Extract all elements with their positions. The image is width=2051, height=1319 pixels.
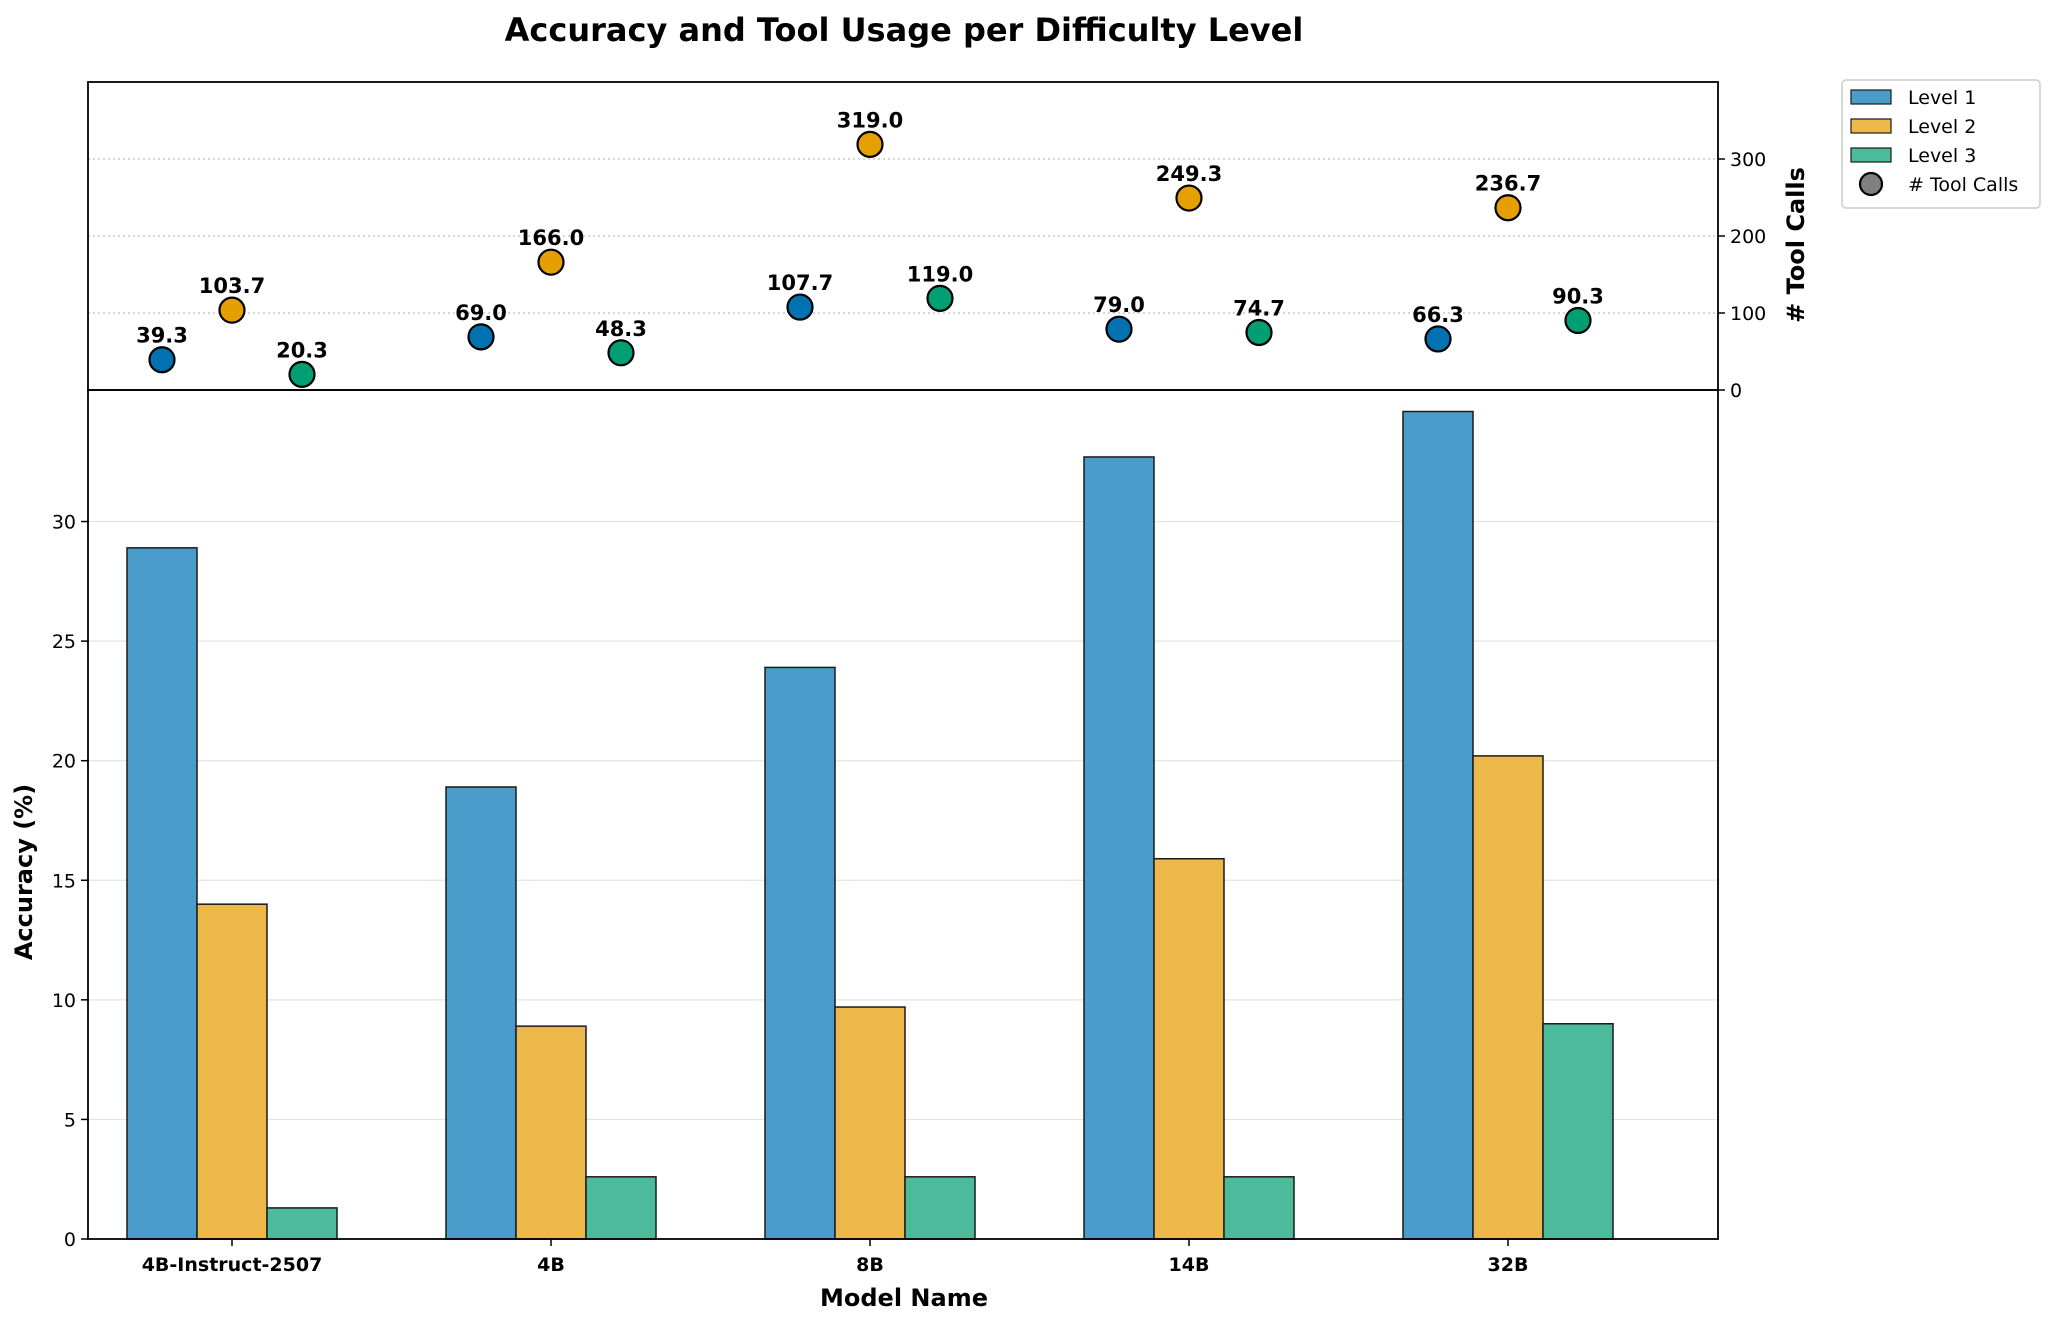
legend-swatch-level-2 xyxy=(1850,118,1892,134)
chart-title: Accuracy and Tool Usage per Difficulty L… xyxy=(505,11,1304,49)
y-right-tick-label: 200 xyxy=(1730,226,1766,248)
tool-call-label-level-3-8b: 119.0 xyxy=(907,262,973,286)
tool-call-point-level-2-4b-instruct-2507 xyxy=(218,296,246,324)
tool-call-label-level-1-14b: 79.0 xyxy=(1093,293,1145,317)
y-tick-label: 20 xyxy=(52,751,76,773)
bar-level-3-8b xyxy=(904,1176,976,1240)
bar-level-3-4b-instruct-2507 xyxy=(266,1207,338,1240)
tool-call-point-level-3-4b xyxy=(607,339,635,367)
legend-label-level-1: Level 1 xyxy=(1908,87,1976,109)
y-right-tick-label: 0 xyxy=(1730,380,1742,402)
tool-call-point-level-2-32b xyxy=(1494,194,1522,222)
y-axis-label: Accuracy (%) xyxy=(10,784,38,960)
tool-call-label-level-2-14b: 249.3 xyxy=(1156,162,1222,186)
x-tick-label-14b: 14B xyxy=(1169,1254,1210,1276)
y-tick-label: 30 xyxy=(52,512,76,534)
tool-call-label-level-2-8b: 319.0 xyxy=(837,108,903,132)
tool-calls-panel: 0 100 200 300 39.3 69.0 107.7 79.0 66.3 103.7 166.… xyxy=(87,81,1766,402)
tool-call-point-level-1-4b xyxy=(467,323,495,351)
legend-marker-tool-calls xyxy=(1858,171,1884,197)
accuracy-axes-frame xyxy=(87,389,1719,1240)
y-tick-label: 10 xyxy=(52,990,76,1012)
x-tick-label-4b-instruct-2507: 4B-Instruct-2507 xyxy=(142,1254,323,1276)
bar-level-2-4b xyxy=(515,1025,587,1240)
tool-call-label-level-1-4b: 69.0 xyxy=(455,301,507,325)
y-axis-right-label: # Tool Calls xyxy=(1782,167,1810,323)
tool-call-point-level-2-14b xyxy=(1175,184,1203,212)
bar-level-3-4b xyxy=(585,1176,657,1240)
tool-call-label-level-2-4b: 166.0 xyxy=(518,226,584,250)
tool-call-label-level-3-14b: 74.7 xyxy=(1233,296,1285,320)
y-tick-label: 5 xyxy=(64,1109,76,1131)
bar-level-2-8b xyxy=(834,1006,906,1240)
tool-call-point-level-2-4b xyxy=(537,248,565,276)
tool-call-point-level-3-8b xyxy=(926,284,954,312)
tool-call-point-level-1-32b xyxy=(1424,325,1452,353)
tool-call-point-level-1-4b-instruct-2507 xyxy=(148,346,176,374)
tool-call-point-level-2-8b xyxy=(856,130,884,158)
y-right-tick-label: 300 xyxy=(1730,149,1766,171)
tool-call-point-level-3-32b xyxy=(1564,306,1592,335)
tool-call-label-level-3-4b: 48.3 xyxy=(595,317,647,341)
tool-call-label-level-1-32b: 66.3 xyxy=(1412,303,1464,327)
bar-level-1-14b xyxy=(1083,456,1155,1240)
tool-call-label-level-3-32b: 90.3 xyxy=(1552,284,1604,308)
bar-level-1-4b-instruct-2507 xyxy=(126,547,198,1240)
tool-call-label-level-1-4b-instruct-2507: 39.3 xyxy=(136,324,188,348)
tool-call-label-level-2-32b: 236.7 xyxy=(1475,172,1541,196)
tool-call-point-level-1-14b xyxy=(1105,315,1133,343)
bar-level-2-4b-instruct-2507 xyxy=(196,903,268,1240)
bar-level-1-32b xyxy=(1402,410,1474,1240)
bar-level-1-4b xyxy=(445,786,517,1240)
tool-call-point-level-3-4b-instruct-2507 xyxy=(288,360,316,388)
legend-frame xyxy=(1841,79,2041,209)
legend-label-tool-calls: # Tool Calls xyxy=(1908,174,2018,196)
legend-swatch-level-3 xyxy=(1850,147,1892,163)
tool-call-label-level-2-4b-instruct-2507: 103.7 xyxy=(199,274,265,298)
tool-call-point-level-3-14b xyxy=(1245,318,1273,347)
bar-level-2-14b xyxy=(1153,857,1225,1240)
tool-call-point-level-1-8b xyxy=(786,293,814,321)
x-tick-label-8b: 8B xyxy=(856,1254,884,1276)
tool-call-label-level-3-4b-instruct-2507: 20.3 xyxy=(276,338,328,362)
legend-label-level-2: Level 2 xyxy=(1908,116,1976,138)
legend-label-level-3: Level 3 xyxy=(1908,145,1976,167)
y-right-tick-label: 100 xyxy=(1730,303,1766,325)
x-axis-label: Model Name xyxy=(820,1284,988,1312)
x-tick-label-4b: 4B xyxy=(537,1254,565,1276)
bar-level-3-32b xyxy=(1542,1023,1614,1240)
y-tick-label: 15 xyxy=(52,870,76,892)
accuracy-panel: 0 5 10 15 20 25 30 4B-Instruct-2507 4B 8B 14B 32B xyxy=(52,389,1719,1276)
y-tick-label: 0 xyxy=(64,1229,76,1251)
bar-level-3-14b xyxy=(1223,1176,1295,1240)
bar-level-1-8b xyxy=(764,666,836,1240)
bar-level-2-32b xyxy=(1472,755,1544,1240)
y-tick-label: 25 xyxy=(52,631,76,653)
x-tick-label-32b: 32B xyxy=(1488,1254,1529,1276)
legend: Level 1 Level 2 Level 3 # Tool Calls xyxy=(1841,79,2041,209)
tool-call-label-level-1-8b: 107.7 xyxy=(767,271,833,295)
legend-swatch-level-1 xyxy=(1850,89,1892,105)
